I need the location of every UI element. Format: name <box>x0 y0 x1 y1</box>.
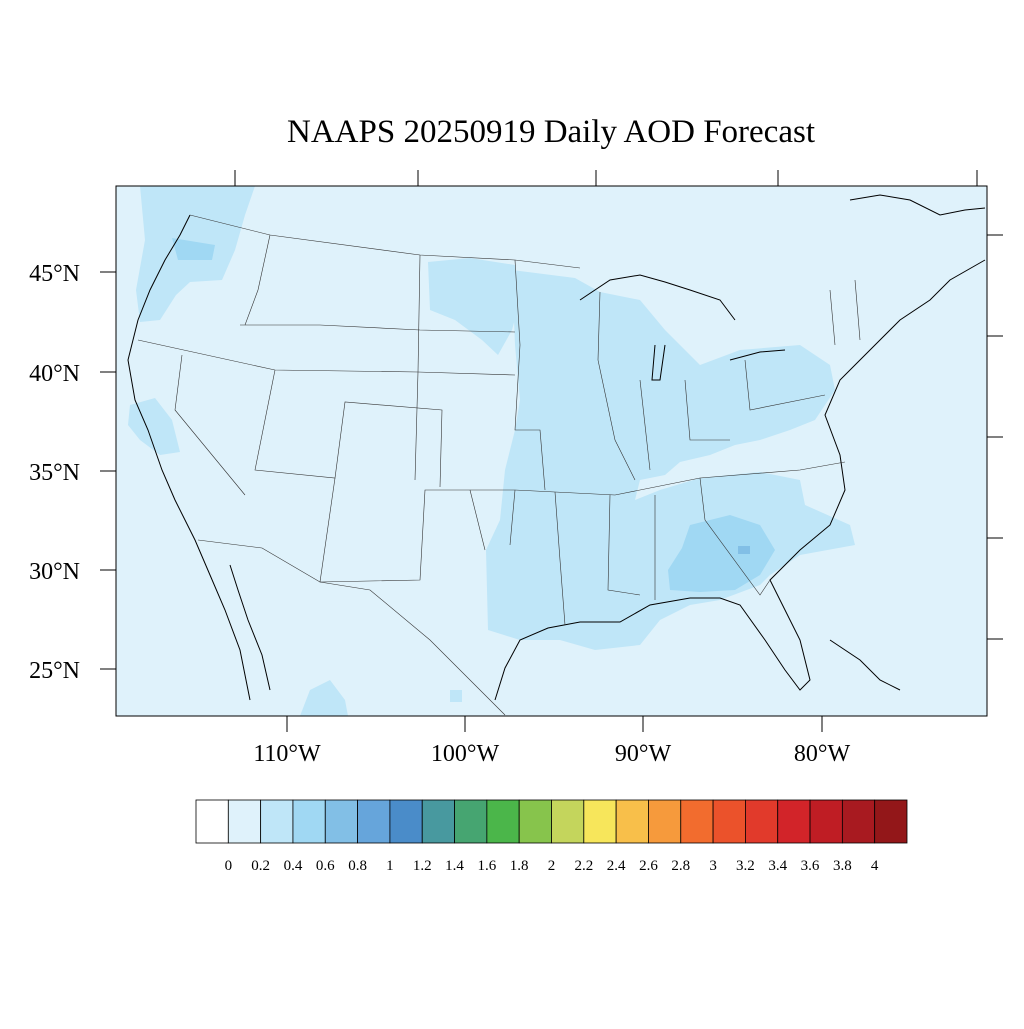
lon-label: 100°W <box>431 741 500 767</box>
chart-title: NAAPS 20250919 Daily AOD Forecast <box>287 114 815 150</box>
colorbar-swatch <box>745 799 779 844</box>
colorbar-swatch <box>680 799 714 844</box>
colorbar-tick-label: 3.4 <box>768 858 787 874</box>
lat-label: 30°N <box>29 559 80 585</box>
colorbar-tick-label: 1.6 <box>477 858 496 874</box>
colorbar-tick-label: 0.4 <box>284 858 303 874</box>
colorbar-tick-label: 0.6 <box>316 858 335 874</box>
colorbar-tick-label: 3.8 <box>833 858 852 874</box>
colorbar-tick-label: 1 <box>386 858 394 874</box>
colorbar-swatch <box>227 799 262 844</box>
colorbar-swatch <box>809 799 843 844</box>
colorbar-tick-label: 2 <box>548 858 556 874</box>
colorbar-tick-label: 3.6 <box>801 858 820 874</box>
colorbar-tick-label: 3.2 <box>736 858 755 874</box>
aod-region-georgia-max <box>738 546 750 554</box>
colorbar-tick-label: 2.6 <box>639 858 658 874</box>
colorbar-swatch <box>583 799 617 844</box>
colorbar-tick-label: 4 <box>871 858 879 874</box>
colorbar-swatch <box>486 799 520 844</box>
lon-label: 90°W <box>615 741 672 767</box>
aod-region-dakotas <box>428 258 520 355</box>
map-panel: 45°N 40°N 35°N 30°N 25°N 110°W 100°W 90°… <box>29 170 1003 767</box>
colorbar-swatch <box>389 799 423 844</box>
colorbar-tick-label: 0.8 <box>348 858 367 874</box>
colorbar-labels: 0 0.2 0.4 0.6 0.8 1 1.2 1.4 1.6 1.8 2 2.2 2.4 2.6 2.8 3… <box>225 858 879 874</box>
colorbar-tick-label: 1.2 <box>413 858 432 874</box>
colorbar-swatch <box>454 799 488 844</box>
colorbar <box>195 799 908 844</box>
aod-region-puget <box>172 238 215 260</box>
colorbar-swatch <box>551 799 585 844</box>
colorbar-swatch <box>648 799 682 844</box>
lon-label: 110°W <box>253 741 321 767</box>
lat-label: 25°N <box>29 658 80 684</box>
colorbar-tick-label: 2.2 <box>574 858 593 874</box>
colorbar-swatch <box>777 799 811 844</box>
longitude-labels: 110°W 100°W 90°W 80°W <box>253 741 850 767</box>
colorbar-tick-label: 2.4 <box>607 858 626 874</box>
colorbar-tick-label: 1.8 <box>510 858 529 874</box>
colorbar-swatch <box>874 799 908 844</box>
colorbar-swatch <box>421 799 455 844</box>
lat-label: 45°N <box>29 261 80 287</box>
aod-field <box>128 186 855 716</box>
tick-marks <box>100 170 1003 732</box>
colorbar-swatch <box>195 799 229 844</box>
latitude-labels: 45°N 40°N 35°N 30°N 25°N <box>29 261 80 684</box>
lat-label: 40°N <box>29 361 80 387</box>
colorbar-swatch <box>615 799 649 844</box>
colorbar-swatch <box>260 799 294 844</box>
colorbar-tick-label: 3 <box>709 858 717 874</box>
colorbar-tick-label: 0 <box>225 858 233 874</box>
colorbar-swatch <box>841 799 876 844</box>
political-borders <box>137 214 861 716</box>
aod-region-mexico <box>300 680 348 716</box>
map-frame <box>115 185 988 717</box>
colorbar-tick-label: 1.4 <box>445 858 464 874</box>
aod-region-southeast <box>668 515 775 592</box>
lat-label: 35°N <box>29 460 80 486</box>
colorbar-swatch <box>712 799 746 844</box>
aod-region-california <box>128 398 180 455</box>
colorbar-tick-label: 0.2 <box>251 858 270 874</box>
colorbar-swatch <box>324 799 358 844</box>
colorbar-swatch <box>292 799 326 844</box>
colorbar-tick-label: 2.8 <box>671 858 690 874</box>
lon-label: 80°W <box>794 741 851 767</box>
colorbar-swatch <box>518 799 552 844</box>
coastlines <box>127 194 986 701</box>
colorbar-swatch <box>357 799 391 844</box>
